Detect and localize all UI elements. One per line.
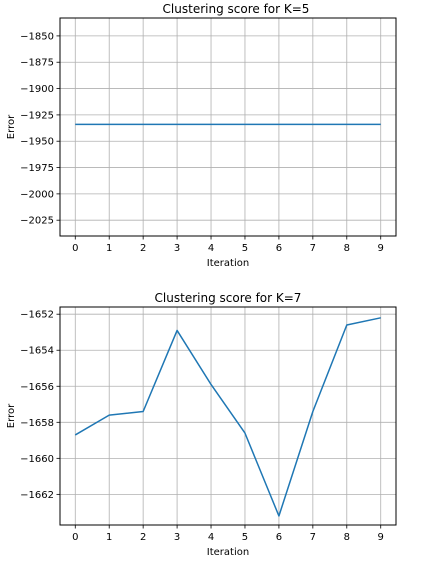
y-tick-label: −2000 bbox=[20, 189, 54, 200]
chart-k5: Clustering score for K=5 0 1 2 3 4 5 6 7 8 9 −185… bbox=[6, 2, 397, 269]
x-tick-label: 3 bbox=[174, 243, 180, 254]
y-axis: −1652 −1654 −1656 −1658 −1660 −1662 bbox=[20, 310, 60, 501]
x-axis-label: Iteration bbox=[207, 547, 249, 558]
y-tick-label: −1900 bbox=[20, 84, 54, 95]
y-tick-label: −1660 bbox=[20, 454, 54, 465]
x-tick-label: 4 bbox=[208, 532, 214, 543]
y-tick-label: −1850 bbox=[20, 31, 54, 42]
x-tick-label: 1 bbox=[106, 532, 112, 543]
x-tick-label: 3 bbox=[174, 532, 180, 543]
y-tick-label: −1658 bbox=[20, 418, 54, 429]
x-tick-label: 2 bbox=[140, 532, 146, 543]
series-line bbox=[74, 317, 381, 517]
x-tick-label: 6 bbox=[276, 532, 282, 543]
x-axis-label: Iteration bbox=[207, 258, 249, 269]
chart-title: Clustering score for K=7 bbox=[155, 291, 302, 305]
x-tick-label: 0 bbox=[72, 243, 78, 254]
y-axis-label: Error bbox=[6, 114, 17, 139]
x-axis: 0 1 2 3 4 5 6 7 8 9 bbox=[72, 525, 384, 543]
plot-area bbox=[59, 17, 397, 237]
y-axis: −1850 −1875 −1900 −1925 −1950 −1975 −2000 −2025 bbox=[20, 31, 60, 227]
x-tick-label: 5 bbox=[242, 532, 248, 543]
x-tick-label: 1 bbox=[106, 243, 112, 254]
y-tick-label: −1662 bbox=[20, 490, 54, 501]
y-tick-label: −2025 bbox=[20, 216, 54, 227]
x-tick-label: 5 bbox=[242, 243, 248, 254]
y-tick-label: −1652 bbox=[20, 310, 54, 321]
x-tick-label: 7 bbox=[310, 532, 316, 543]
chart-title: Clustering score for K=5 bbox=[163, 2, 310, 16]
x-tick-label: 0 bbox=[72, 532, 78, 543]
x-tick-label: 9 bbox=[378, 243, 384, 254]
x-tick-label: 9 bbox=[378, 532, 384, 543]
y-axis-label: Error bbox=[6, 403, 17, 428]
x-axis: 0 1 2 3 4 5 6 7 8 9 bbox=[72, 236, 384, 254]
series bbox=[74, 317, 381, 517]
x-tick-label: 6 bbox=[276, 243, 282, 254]
grid bbox=[60, 18, 396, 236]
x-tick-label: 2 bbox=[140, 243, 146, 254]
x-tick-label: 8 bbox=[344, 532, 350, 543]
x-tick-label: 4 bbox=[208, 243, 214, 254]
y-tick-label: −1656 bbox=[20, 382, 54, 393]
x-tick-label: 7 bbox=[310, 243, 316, 254]
plot-area bbox=[59, 306, 397, 526]
chart-k7: Clustering score for K=7 0 1 2 3 4 5 6 7 8 9 −165… bbox=[6, 291, 397, 558]
y-tick-label: −1925 bbox=[20, 110, 54, 121]
y-tick-label: −1875 bbox=[20, 58, 54, 69]
grid bbox=[60, 307, 396, 525]
y-tick-label: −1975 bbox=[20, 163, 54, 174]
y-tick-label: −1950 bbox=[20, 137, 54, 148]
x-tick-label: 8 bbox=[344, 243, 350, 254]
y-tick-label: −1654 bbox=[20, 346, 54, 357]
